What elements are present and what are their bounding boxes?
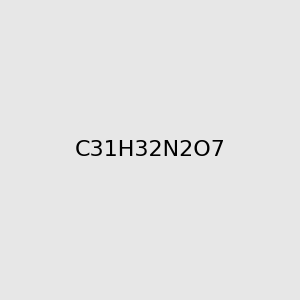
- Text: C31H32N2O7: C31H32N2O7: [75, 140, 225, 160]
